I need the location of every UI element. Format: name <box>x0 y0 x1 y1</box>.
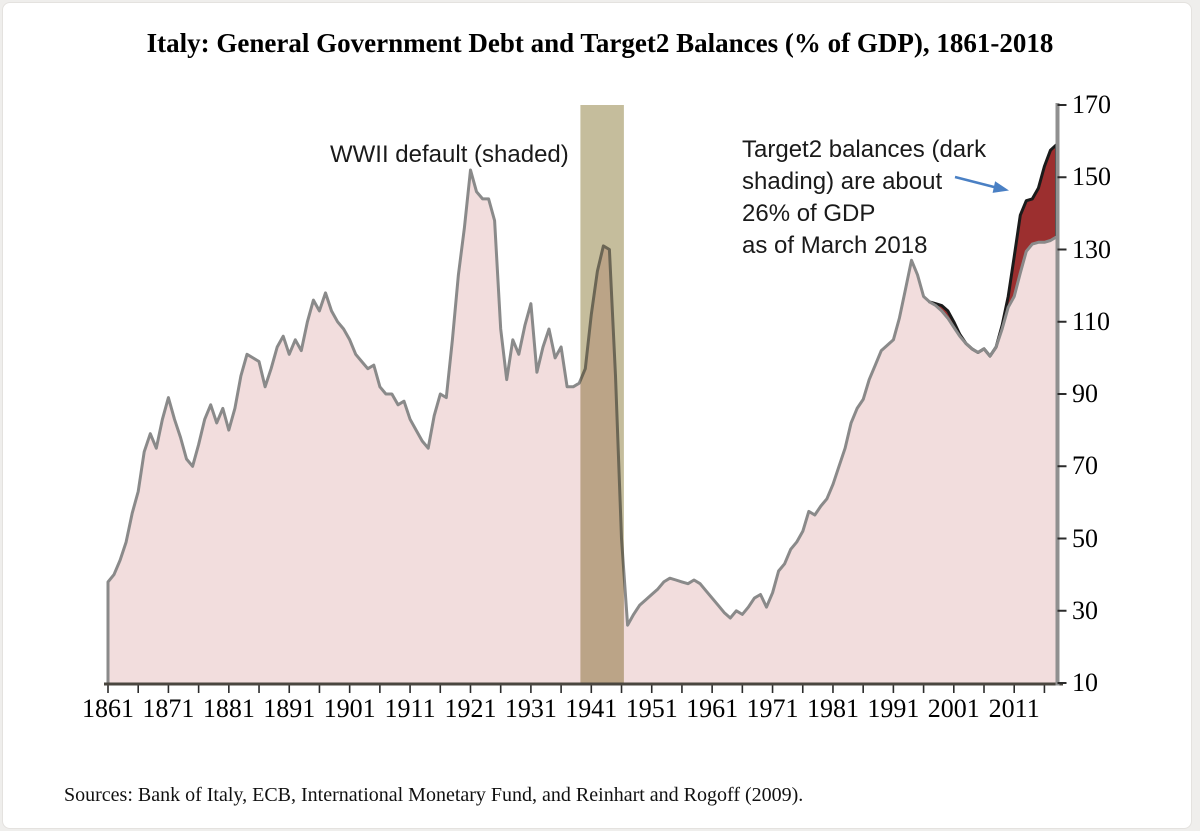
x-tick-label: 1921 <box>444 694 497 723</box>
y-tick-label: 50 <box>1072 523 1098 553</box>
y-tick-label: 150 <box>1072 162 1111 192</box>
x-tick-label: 1881 <box>202 694 255 723</box>
x-tick-label: 1861 <box>82 694 134 723</box>
debt-outline <box>106 168 1058 685</box>
target2-arrow-head <box>992 181 1009 193</box>
x-tick-label: 1951 <box>625 694 678 723</box>
x-tick-label: 1981 <box>806 694 859 723</box>
x-tick-label: 1871 <box>142 694 195 723</box>
x-tick-label: 2001 <box>927 694 980 723</box>
y-tick-label: 90 <box>1072 379 1098 408</box>
y-tick-label: 70 <box>1072 451 1098 481</box>
x-tick-label: 1941 <box>565 694 618 723</box>
y-tick-label: 170 <box>1072 90 1111 119</box>
y-tick-label: 30 <box>1072 595 1098 625</box>
source-note: Sources: Bank of Italy, ECB, Internation… <box>64 784 804 806</box>
x-tick-label: 2011 <box>988 694 1040 723</box>
wwii-shaded-band <box>580 105 624 685</box>
x-tick-label: 1961 <box>686 694 739 723</box>
chart-title: Italy: General Government Debt and Targe… <box>146 28 1054 58</box>
y-tick-label: 130 <box>1072 234 1111 264</box>
y-tick-label: 10 <box>1072 668 1098 697</box>
x-tick-label: 1891 <box>263 694 316 723</box>
y-tick-label: 110 <box>1072 306 1111 336</box>
target2-arrow-line <box>954 175 996 189</box>
x-tick-label: 1991 <box>867 694 920 723</box>
x-tick-label: 1901 <box>323 694 376 723</box>
x-tick-label: 1911 <box>384 694 436 723</box>
x-tick-label: 1931 <box>504 694 557 723</box>
annotation-wwii-default: WWII default (shaded) <box>330 141 569 168</box>
annotation-target2-balances: Target2 balances (dark shading) are abou… <box>742 136 987 259</box>
x-tick-label: 1971 <box>746 694 799 723</box>
